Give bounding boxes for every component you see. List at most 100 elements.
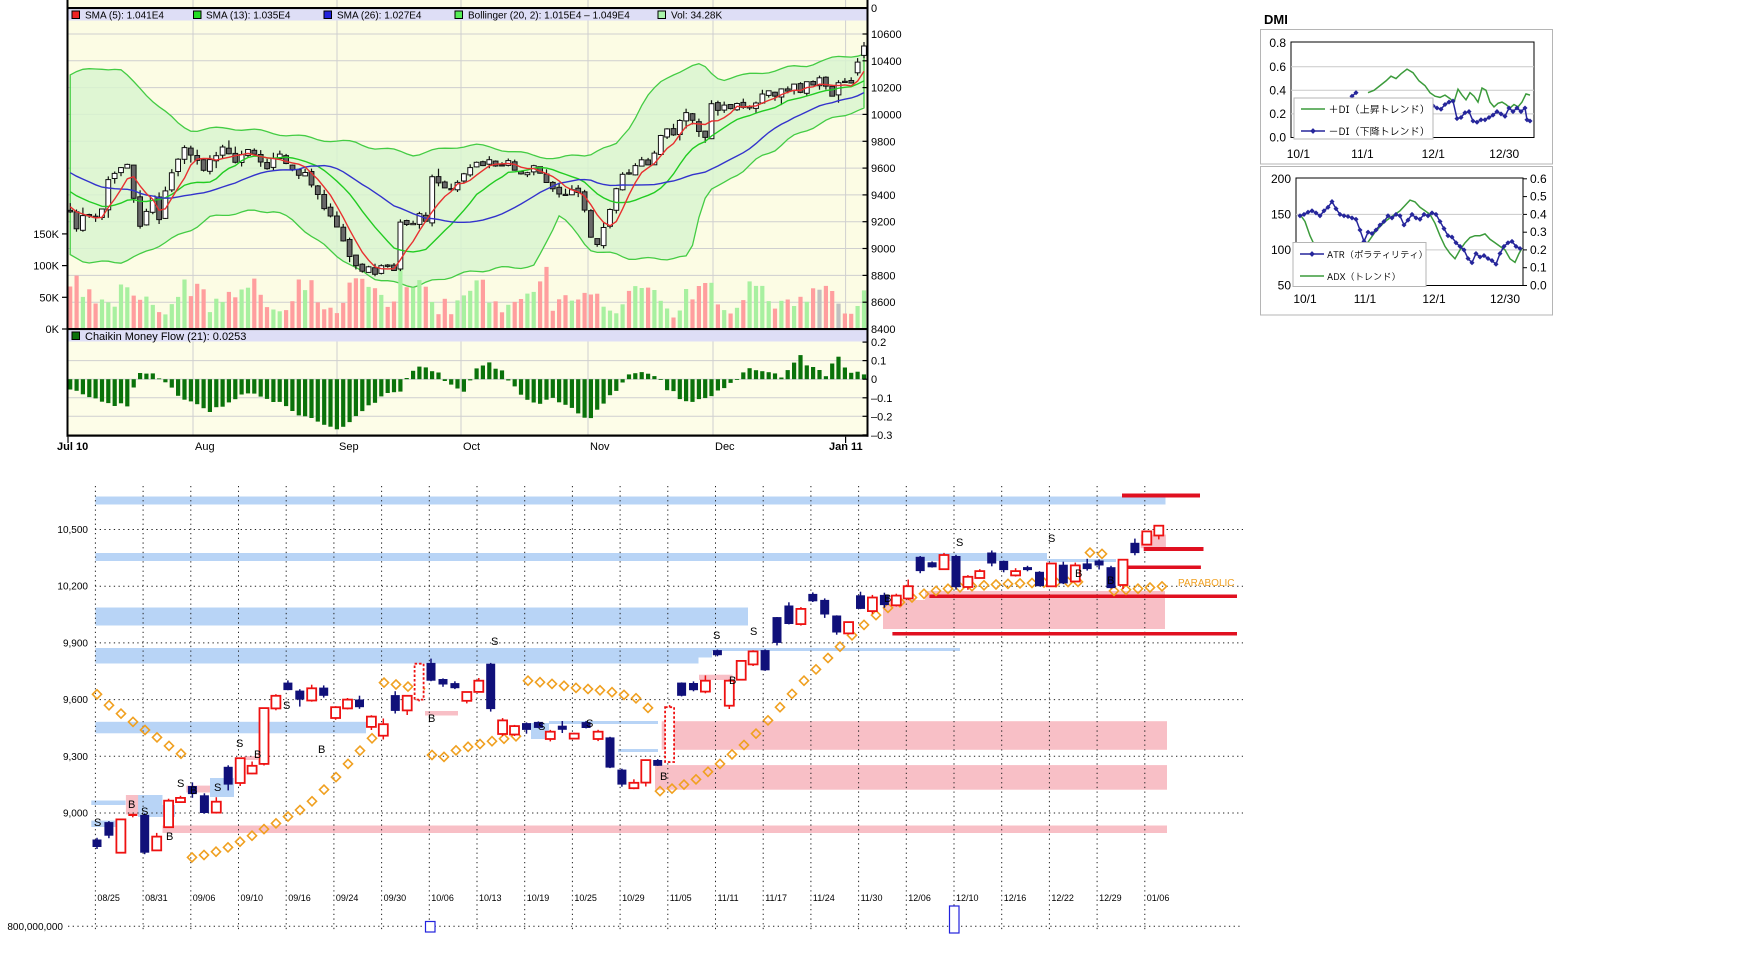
svg-text:10/06: 10/06 bbox=[431, 893, 454, 903]
svg-text:10200: 10200 bbox=[871, 83, 902, 95]
svg-text:09/10: 09/10 bbox=[241, 893, 264, 903]
svg-text:B: B bbox=[190, 785, 197, 797]
svg-text:–0.3: –0.3 bbox=[871, 430, 892, 442]
svg-text:S: S bbox=[214, 782, 221, 794]
svg-text:Bollinger (20, 2): 1.015E4 – 1: Bollinger (20, 2): 1.015E4 – 1.049E4 bbox=[468, 10, 630, 21]
svg-text:SMA (13): 1.035E4: SMA (13): 1.035E4 bbox=[206, 10, 291, 21]
svg-text:9,300: 9,300 bbox=[63, 752, 88, 763]
svg-text:10/1: 10/1 bbox=[1287, 147, 1311, 161]
svg-text:150: 150 bbox=[1271, 207, 1291, 221]
svg-text:09/30: 09/30 bbox=[384, 893, 407, 903]
svg-text:–0.2: –0.2 bbox=[871, 411, 892, 423]
svg-text:50: 50 bbox=[1278, 279, 1292, 293]
svg-text:B: B bbox=[166, 831, 173, 843]
svg-text:B: B bbox=[428, 713, 435, 725]
svg-text:12/29: 12/29 bbox=[1099, 893, 1122, 903]
svg-text:S: S bbox=[750, 626, 757, 638]
svg-text:0.3: 0.3 bbox=[1530, 225, 1547, 239]
svg-text:0.2: 0.2 bbox=[1530, 243, 1547, 257]
svg-text:B: B bbox=[128, 799, 135, 811]
svg-text:0.6: 0.6 bbox=[1530, 172, 1547, 186]
svg-text:0.5: 0.5 bbox=[1530, 190, 1547, 204]
svg-text:11/1: 11/1 bbox=[1351, 147, 1374, 161]
svg-text:12/30: 12/30 bbox=[1489, 147, 1519, 161]
svg-text:11/30: 11/30 bbox=[861, 893, 883, 903]
svg-text:S: S bbox=[586, 718, 593, 730]
svg-text:S: S bbox=[141, 806, 148, 818]
svg-text:0.1: 0.1 bbox=[1530, 261, 1547, 275]
svg-text:09/06: 09/06 bbox=[193, 893, 216, 903]
svg-text:S: S bbox=[491, 636, 498, 648]
svg-text:0.2: 0.2 bbox=[1269, 107, 1286, 121]
svg-text:S: S bbox=[283, 700, 290, 712]
svg-text:Jan 11: Jan 11 bbox=[829, 441, 863, 453]
svg-text:B: B bbox=[318, 744, 325, 756]
svg-text:10000: 10000 bbox=[871, 109, 902, 121]
svg-text:10/1: 10/1 bbox=[1293, 292, 1317, 306]
svg-text:Oct: Oct bbox=[463, 441, 480, 453]
svg-text:12/16: 12/16 bbox=[1004, 893, 1027, 903]
svg-text:9800: 9800 bbox=[871, 136, 895, 148]
svg-text:08/25: 08/25 bbox=[97, 893, 120, 903]
svg-text:B: B bbox=[1075, 568, 1082, 580]
svg-text:0: 0 bbox=[871, 3, 877, 15]
svg-text:B: B bbox=[884, 593, 891, 605]
svg-text:S: S bbox=[177, 778, 184, 790]
svg-text:0K: 0K bbox=[46, 324, 60, 336]
svg-text:8600: 8600 bbox=[871, 297, 895, 309]
svg-text:10,500: 10,500 bbox=[57, 525, 88, 536]
svg-text:0.4: 0.4 bbox=[1530, 207, 1547, 221]
svg-text:S: S bbox=[94, 817, 101, 829]
svg-text:8400: 8400 bbox=[871, 324, 895, 336]
svg-text:9200: 9200 bbox=[871, 217, 895, 229]
svg-text:12/1: 12/1 bbox=[1422, 292, 1446, 306]
svg-text:PARABOLIC: PARABOLIC bbox=[1178, 578, 1235, 589]
svg-text:800,000,000: 800,000,000 bbox=[7, 922, 63, 933]
svg-text:SMA (26): 1.027E4: SMA (26): 1.027E4 bbox=[337, 10, 422, 21]
svg-text:10/19: 10/19 bbox=[527, 893, 550, 903]
svg-text:10/29: 10/29 bbox=[622, 893, 645, 903]
svg-text:11/24: 11/24 bbox=[813, 893, 835, 903]
svg-text:9,600: 9,600 bbox=[63, 695, 88, 706]
svg-text:B: B bbox=[254, 749, 261, 761]
svg-text:10400: 10400 bbox=[871, 56, 902, 68]
svg-text:0.8: 0.8 bbox=[1269, 36, 1286, 50]
svg-text:Chaikin Money Flow (21): 0.025: Chaikin Money Flow (21): 0.0253 bbox=[85, 331, 246, 343]
svg-text:S: S bbox=[956, 537, 963, 549]
svg-text:0.2: 0.2 bbox=[871, 337, 886, 349]
svg-text:9,900: 9,900 bbox=[63, 638, 88, 649]
svg-text:B: B bbox=[729, 675, 736, 687]
svg-text:10/13: 10/13 bbox=[479, 893, 502, 903]
svg-text:0.6: 0.6 bbox=[1269, 60, 1286, 74]
svg-text:Vol: 34.28K: Vol: 34.28K bbox=[671, 10, 722, 21]
svg-text:10/25: 10/25 bbox=[574, 893, 597, 903]
svg-text:–0.1: –0.1 bbox=[871, 393, 892, 405]
svg-text:S: S bbox=[713, 630, 720, 642]
svg-text:100: 100 bbox=[1271, 243, 1291, 257]
svg-text:10,200: 10,200 bbox=[57, 582, 88, 593]
svg-text:11/17: 11/17 bbox=[765, 893, 787, 903]
svg-text:11/11: 11/11 bbox=[718, 893, 739, 903]
svg-text:Aug: Aug bbox=[195, 441, 215, 453]
svg-text:0.1: 0.1 bbox=[871, 356, 886, 368]
svg-text:09/16: 09/16 bbox=[288, 893, 311, 903]
svg-text:9400: 9400 bbox=[871, 190, 895, 202]
svg-text:Jul 10: Jul 10 bbox=[57, 441, 88, 453]
svg-text:SMA (5): 1.041E4: SMA (5): 1.041E4 bbox=[85, 10, 164, 21]
svg-text:12/1: 12/1 bbox=[1422, 147, 1446, 161]
svg-text:50K: 50K bbox=[39, 292, 59, 304]
svg-text:B: B bbox=[1107, 575, 1114, 587]
svg-text:S: S bbox=[1048, 533, 1055, 545]
svg-text:0.0: 0.0 bbox=[1530, 279, 1547, 293]
svg-text:01/06: 01/06 bbox=[1147, 893, 1170, 903]
svg-text:100K: 100K bbox=[33, 261, 59, 273]
svg-text:12/30: 12/30 bbox=[1490, 292, 1520, 306]
svg-text:0.0: 0.0 bbox=[1269, 131, 1286, 145]
svg-text:11/1: 11/1 bbox=[1354, 292, 1377, 306]
svg-text:09/24: 09/24 bbox=[336, 893, 359, 903]
svg-text:0.4: 0.4 bbox=[1269, 83, 1286, 97]
svg-text:12/10: 12/10 bbox=[956, 893, 979, 903]
svg-text:0: 0 bbox=[871, 374, 877, 386]
svg-text:Dec: Dec bbox=[715, 441, 735, 453]
svg-text:12/06: 12/06 bbox=[908, 893, 931, 903]
